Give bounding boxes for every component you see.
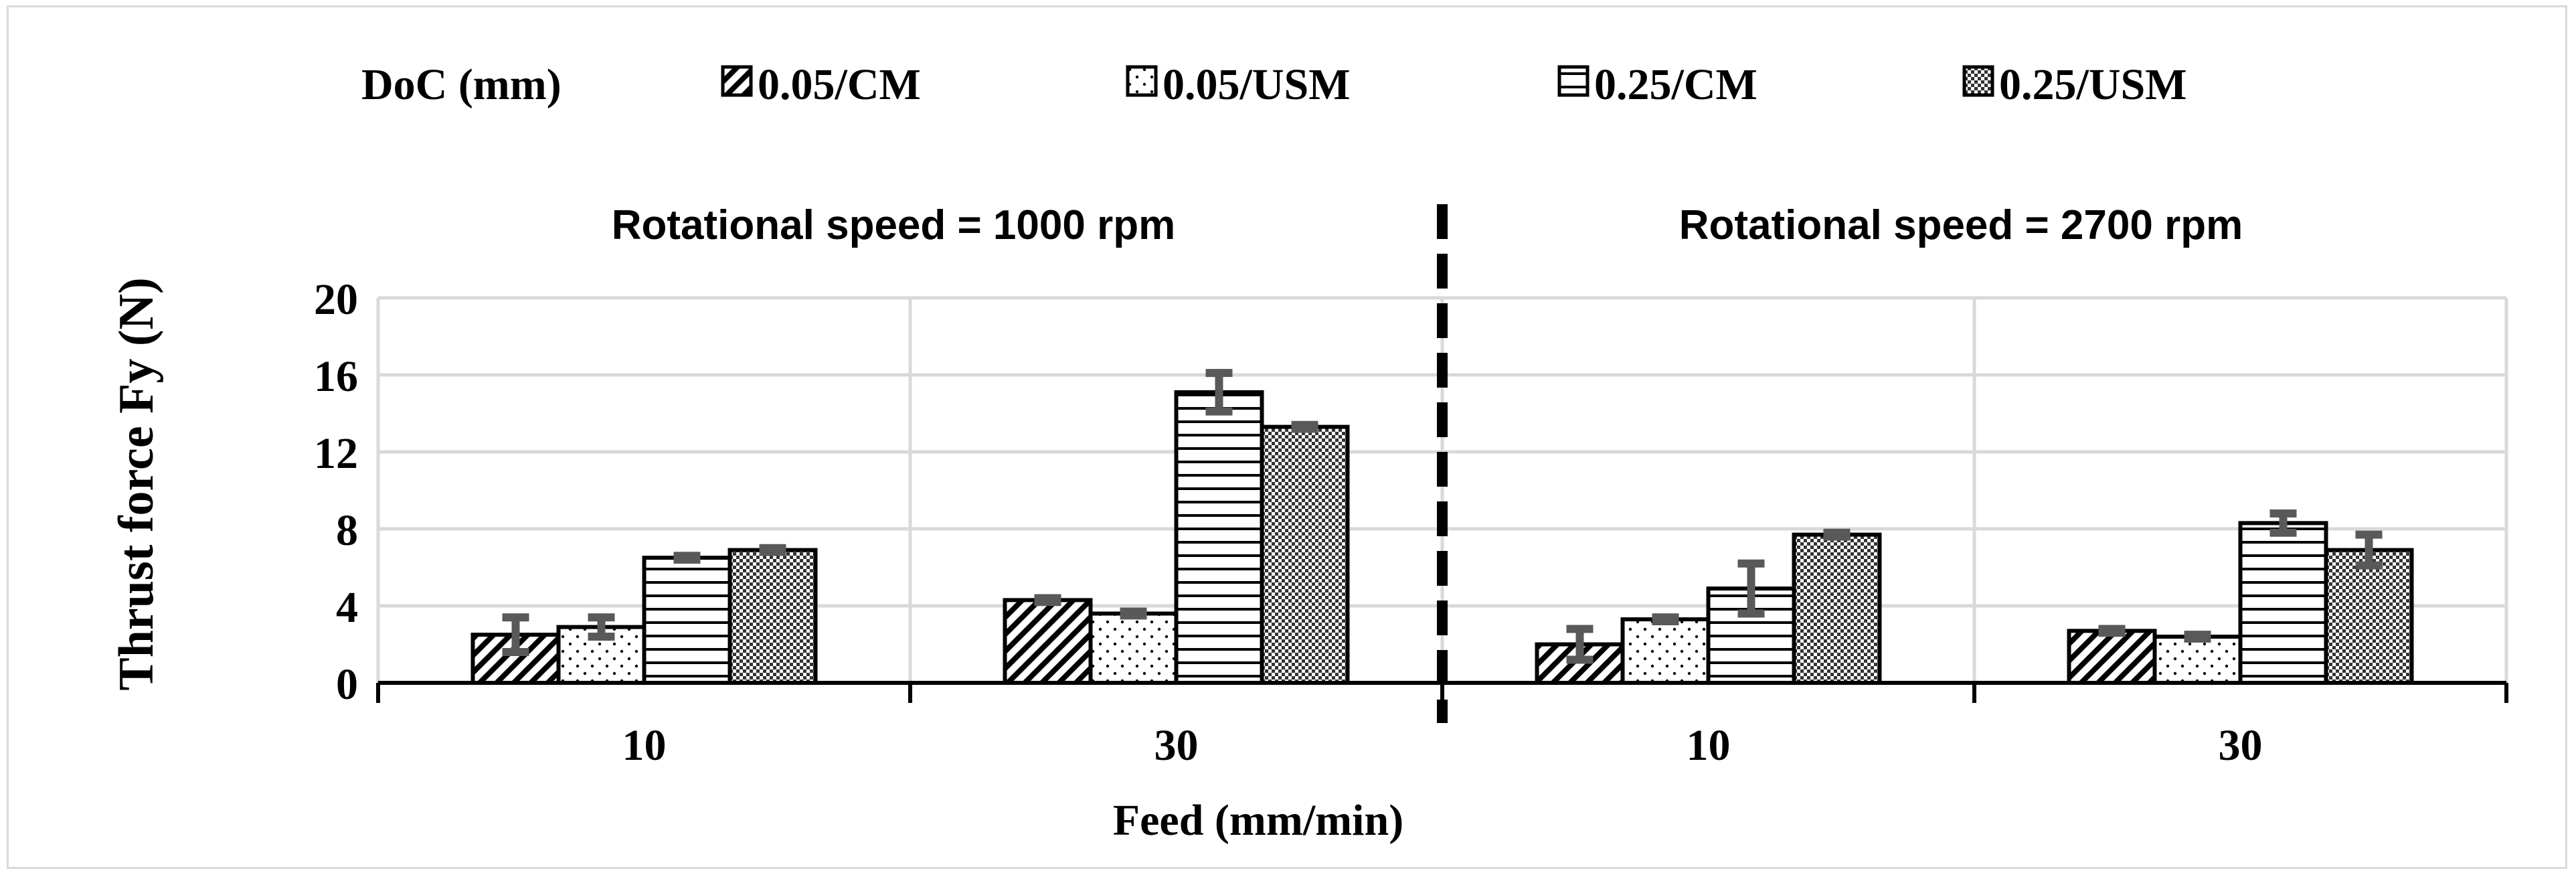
bar-0-25-usm-2 (1792, 532, 1882, 685)
y-tick-label: 0 (336, 660, 358, 709)
legend-swatch-0 (721, 65, 753, 97)
y-axis-title: Thrust force Fy (N) (109, 277, 164, 690)
y-tick-label: 16 (314, 352, 358, 401)
y-tick-label: 8 (336, 506, 358, 555)
x-tick-label: 30 (2219, 721, 2263, 770)
labels-layer: 0 4 8 12 16 20 10 30 10 30 (314, 275, 2263, 770)
bar-0-05-cm-3 (2067, 629, 2157, 685)
bar-0-05-usm-3 (2152, 635, 2243, 685)
y-tick-label: 12 (314, 429, 358, 478)
axes-layer (376, 204, 2508, 723)
legend-swatch-1 (1126, 65, 1158, 97)
legend-title: DoC (mm) (361, 60, 562, 109)
legend-swatch-2 (1557, 65, 1590, 97)
bar-0-25-cm-0 (642, 556, 732, 685)
legend-items: 0.05/CM 0.05/USM 0.25/CM 0.25/USM (721, 60, 2187, 109)
bar-0-25-usm-0 (727, 548, 818, 685)
panel-label-1000rpm: Rotational speed = 1000 rpm (612, 202, 1175, 248)
y-tick-label: 4 (336, 583, 358, 632)
x-tick-label: 10 (622, 721, 667, 770)
bar-0-25-usm-1 (1260, 424, 1350, 685)
bar-0-25-cm-1 (1174, 390, 1264, 685)
legend-label-0: 0.05/CM (758, 60, 921, 109)
bar-0-25-usm-3 (2324, 548, 2414, 685)
legend-label-1: 0.05/USM (1163, 60, 1351, 109)
bars-layer (470, 369, 2414, 685)
legend-swatch-3 (1962, 65, 1994, 97)
legend-label-3: 0.25/USM (1999, 60, 2187, 109)
y-tick-label: 20 (314, 275, 358, 324)
bar-0-05-cm-1 (1003, 598, 1093, 685)
bar-0-05-usm-1 (1088, 611, 1179, 685)
legend: DoC (mm) 0.05/CM 0.05/USM 0.25/CM 0.25/USM (361, 60, 2187, 109)
x-tick-label: 30 (1154, 721, 1199, 770)
legend-label-2: 0.25/CM (1594, 60, 1757, 109)
bar-0-25-cm-3 (2238, 521, 2328, 685)
bar-0-05-usm-2 (1620, 617, 1711, 685)
panel-label-2700rpm: Rotational speed = 2700 rpm (1679, 202, 2243, 248)
x-tick-label: 10 (1687, 721, 1731, 770)
x-axis-title: Feed (mm/min) (1113, 796, 1403, 845)
